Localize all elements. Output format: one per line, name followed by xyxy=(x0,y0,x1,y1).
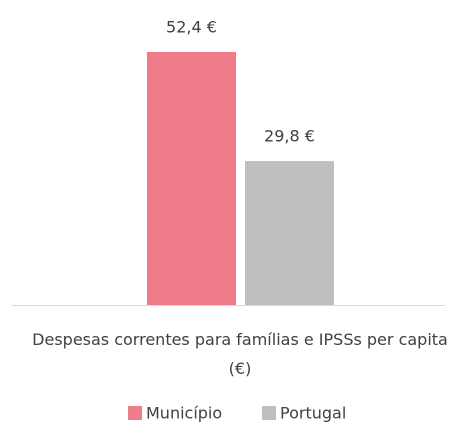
legend-swatch xyxy=(262,406,276,420)
legend-label: Portugal xyxy=(280,404,346,423)
value-label: 29,8 € xyxy=(264,127,315,146)
value-label: 52,4 € xyxy=(166,18,217,37)
bar xyxy=(147,52,236,305)
legend-label: Município xyxy=(146,404,222,423)
bar xyxy=(245,161,334,305)
legend-swatch xyxy=(128,406,142,420)
category-label: Despesas correntes para famílias e IPSSs… xyxy=(32,330,448,378)
